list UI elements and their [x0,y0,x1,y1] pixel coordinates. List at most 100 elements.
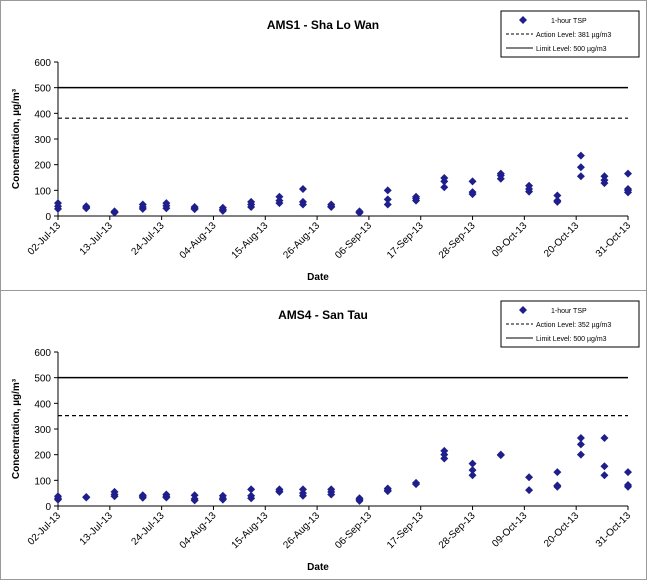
x-axis-label: Date [307,562,329,573]
data-point [218,495,227,504]
y-tick-label: 100 [34,476,51,487]
data-point [576,163,585,172]
data-point [383,195,392,204]
data-point [383,487,392,496]
x-tick-label: 20-Oct-13 [542,220,582,260]
data-point [624,188,632,197]
y-tick-label: 400 [34,109,51,120]
series-tsp [54,151,632,217]
data-point [553,468,562,477]
x-tick-label: 06-Sep-13 [333,510,374,551]
legend-entry: Limit Level: 500 µg/m3 [536,46,607,53]
x-tick-label: 20-Oct-13 [542,510,582,550]
y-tick-label: 200 [34,161,51,172]
x-tick-label: 04-Aug-13 [178,220,219,261]
legend-entry: 1-hour TSP [551,18,587,25]
y-axis-label: Concentration, µg/m³ [11,88,22,189]
chart-title: AMS4 - San Tau [278,308,368,322]
y-tick-label: 600 [34,348,51,359]
x-tick-label: 28-Sep-13 [437,220,478,261]
y-tick-label: 500 [34,374,51,385]
legend-entry: Action Level: 381 µg/m3 [536,32,611,39]
x-tick-label: 31-Oct-13 [594,220,634,260]
data-point [190,205,199,214]
y-tick-label: 100 [34,186,51,197]
x-tick-label: 24-Jul-13 [129,510,167,548]
chart-panel-ams1: AMS1 - Sha Lo Wan 1-hour TSP Action Level:… [1,1,646,291]
x-tick-label: 02-Jul-13 [26,510,64,548]
data-point [162,493,171,502]
x-tick-label: 24-Jul-13 [129,220,167,258]
data-point [553,197,562,206]
data-point [247,485,256,494]
data-point [624,482,632,491]
y-tick-label: 500 [34,84,51,95]
data-point [110,492,119,501]
y-tick-label: 0 [45,212,51,223]
y-tick-label: 300 [34,425,51,436]
x-tick-label: 09-Oct-13 [490,220,530,260]
data-point [468,466,477,475]
data-point [190,496,199,505]
data-point [327,490,336,499]
y-tick-label: 200 [34,451,51,462]
data-point [576,440,585,449]
x-tick-label: 04-Aug-13 [178,510,219,551]
data-point [247,203,256,212]
data-point [624,169,632,178]
data-point [412,196,421,205]
data-point [162,204,171,213]
data-point [247,494,256,503]
series-tsp [54,433,632,505]
data-point [553,191,562,200]
data-point [275,199,284,208]
legend-entry: Limit Level: 500 µg/m3 [536,336,607,343]
data-point [355,496,364,505]
data-point [624,468,632,477]
data-point [82,493,91,502]
legend-entry: 1-hour TSP [551,308,587,315]
legend: 1-hour TSP Action Level: 381 µg/m3 Limit L… [500,10,640,58]
data-point [218,206,227,215]
data-point [54,204,62,213]
data-point [576,151,585,160]
data-point [600,179,609,188]
chart-panel-ams4: AMS4 - San Tau 1-hour TSP Action Level: 35… [1,291,646,579]
x-tick-label: 06-Sep-13 [333,220,374,261]
data-point [440,183,449,192]
data-point [440,454,449,463]
x-tick-label: 02-Jul-13 [26,220,64,258]
data-point [525,473,534,482]
x-tick-label: 13-Jul-13 [78,220,116,258]
legend-marker-tsp [519,306,527,314]
x-tick-label: 26-Aug-13 [281,510,322,551]
x-tick-label: 28-Sep-13 [437,510,478,551]
data-point [576,172,585,181]
data-point [576,433,585,442]
data-point [275,487,284,496]
data-point [576,450,585,459]
x-tick-label: 15-Aug-13 [230,220,271,261]
data-point [138,204,147,213]
data-point [468,177,477,186]
data-point [440,177,449,186]
legend: 1-hour TSP Action Level: 352 µg/m3 Limit L… [500,300,640,348]
data-point [600,433,609,442]
chart-svg-ams4: AMS4 - San Tau 1-hour TSP Action Level: 35… [11,300,640,573]
data-point [553,482,562,491]
data-point [468,459,477,468]
y-tick-label: 600 [34,58,51,69]
x-tick-label: 17-Sep-13 [385,510,426,551]
data-point [82,204,91,213]
y-tick-label: 300 [34,135,51,146]
y-tick-label: 400 [34,399,51,410]
data-point [496,451,505,460]
data-point [600,462,609,471]
x-tick-label: 09-Oct-13 [490,510,530,550]
data-point [355,208,364,217]
legend-marker-tsp [519,16,527,24]
data-point [600,471,609,480]
data-point [138,493,147,502]
x-tick-label: 26-Aug-13 [281,220,322,261]
